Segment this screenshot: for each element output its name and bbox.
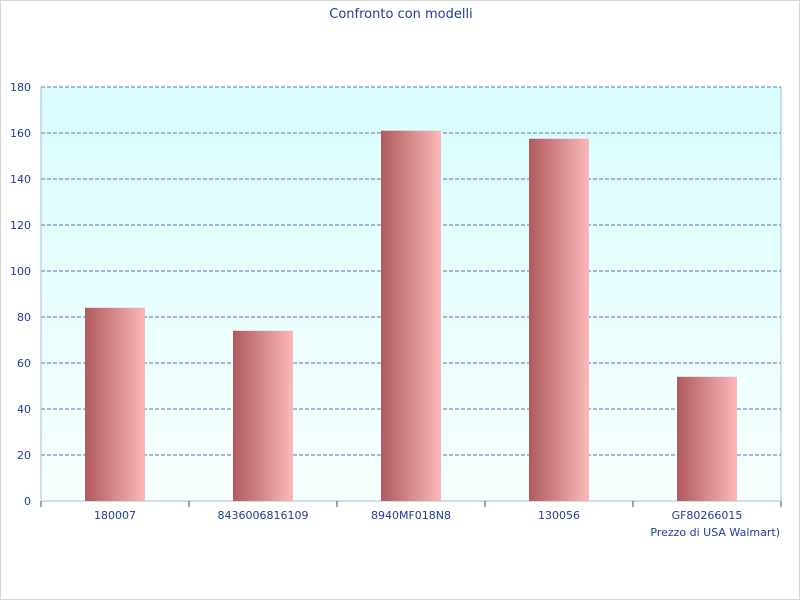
- y-tick-label: 180: [10, 81, 31, 94]
- bar: [677, 376, 737, 501]
- bar: [85, 307, 145, 501]
- y-tick-labels: 0 20 40 60 80 100 120 140 160 180: [10, 81, 31, 508]
- bars: [85, 130, 737, 501]
- bar: [529, 138, 589, 501]
- bar: [381, 130, 441, 501]
- y-tick-label: 60: [17, 357, 31, 370]
- x-tick-labels: 180007 8436006816109 8940MF018N8 130056 GF80…: [94, 509, 742, 522]
- chart-title: Confronto con modelli: [329, 7, 472, 22]
- y-tick-label: 0: [24, 495, 31, 508]
- x-tick-label: 8436006816109: [218, 509, 309, 522]
- y-tick-label: 100: [10, 265, 31, 278]
- x-tick-label: GF80266015: [672, 509, 743, 522]
- bar: [233, 330, 293, 501]
- y-tick-label: 160: [10, 127, 31, 140]
- x-axis-label: Prezzo di USA Walmart): [650, 526, 780, 539]
- x-tick-label: 8940MF018N8: [371, 509, 451, 522]
- y-tick-label: 40: [17, 403, 31, 416]
- y-tick-label: 20: [17, 449, 31, 462]
- x-tick-label: 130056: [538, 509, 580, 522]
- y-tick-label: 140: [10, 173, 31, 186]
- x-tick-label: 180007: [94, 509, 136, 522]
- y-tick-label: 80: [17, 311, 31, 324]
- y-tick-label: 120: [10, 219, 31, 232]
